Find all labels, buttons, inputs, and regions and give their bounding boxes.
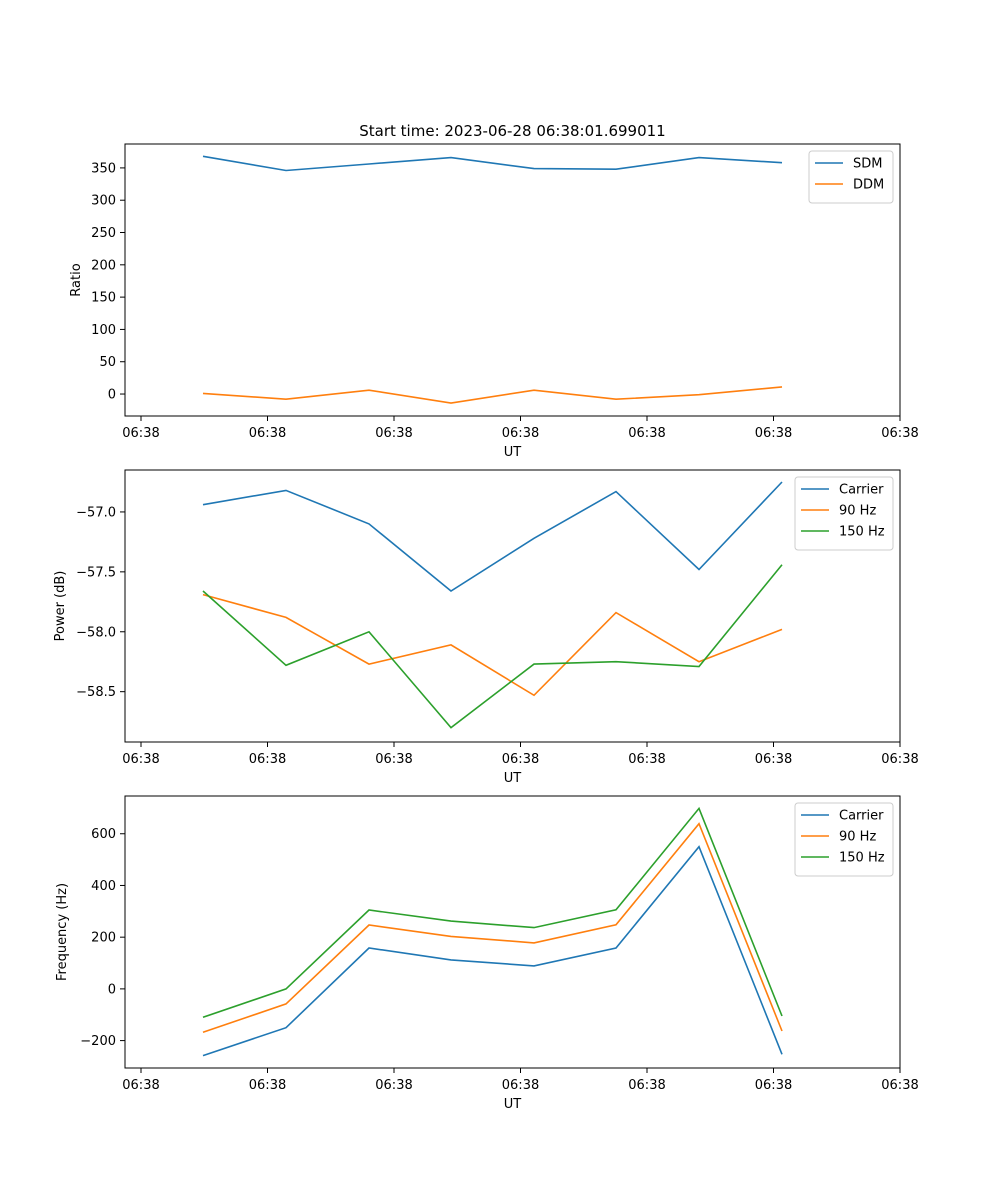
y-tick-label: −58.5 xyxy=(76,685,116,700)
series-lines xyxy=(202,806,783,1057)
y-tick-label: 0 xyxy=(108,982,116,997)
x-tick-label: 06:38 xyxy=(755,752,792,767)
series-line-150-hz xyxy=(202,564,783,729)
x-axis: 06:38 06:38 06:38 06:38 06:38 06:38 06:38 xyxy=(122,742,919,767)
panel-power: 06:38 06:38 06:38 06:38 06:38 06:38 06:38 −58.… xyxy=(53,469,919,786)
x-tick-label: 06:38 xyxy=(755,1078,792,1093)
y-axis-label: Power (dB) xyxy=(53,571,68,642)
y-tick-label: −57.0 xyxy=(76,505,116,520)
x-tick-label: 06:38 xyxy=(628,1078,665,1093)
x-axis-label: UT xyxy=(504,771,522,786)
y-axis: −200 0 200 400 600 xyxy=(80,827,125,1049)
series-line-carrier xyxy=(202,845,783,1057)
legend-box xyxy=(808,150,894,204)
x-tick-label: 06:38 xyxy=(881,752,918,767)
x-tick-label: 06:38 xyxy=(502,752,539,767)
x-tick-label: 06:38 xyxy=(249,1078,286,1093)
plot-frame xyxy=(124,469,901,743)
series-line-90-hz xyxy=(202,822,783,1034)
figure-title: Start time: 2023-06-28 06:38:01.699011 xyxy=(359,122,665,140)
legend: Carrier 90 Hz 150 Hz xyxy=(794,802,894,877)
x-axis: 06:38 06:38 06:38 06:38 06:38 06:38 06:38 xyxy=(122,416,919,441)
x-tick-label: 06:38 xyxy=(881,426,918,441)
series-line-150-hz xyxy=(202,806,783,1019)
panel-frequency: 06:38 06:38 06:38 06:38 06:38 06:38 06:38 −200… xyxy=(55,795,919,1112)
y-tick-label: −200 xyxy=(80,1034,116,1049)
x-tick-label: 06:38 xyxy=(755,426,792,441)
legend: SDM DDM xyxy=(808,150,894,204)
legend-label: Carrier xyxy=(839,809,884,824)
legend-label: 90 Hz xyxy=(839,830,876,845)
y-tick-label: 400 xyxy=(91,879,116,894)
series-line-sdm xyxy=(202,155,783,172)
plot-frame xyxy=(124,795,901,1069)
series-lines xyxy=(202,481,783,729)
series-line-carrier xyxy=(202,481,783,592)
y-tick-label: 250 xyxy=(91,226,116,241)
series-lines xyxy=(202,155,783,404)
series-line-ddm xyxy=(202,386,783,404)
y-axis: −58.5 −58.0 −57.5 −57.0 xyxy=(76,505,125,700)
panel-ratio: 06:38 06:38 06:38 06:38 06:38 06:38 06:38 0 50 1… xyxy=(69,143,919,460)
x-tick-label: 06:38 xyxy=(122,426,159,441)
legend-label: 150 Hz xyxy=(839,851,885,866)
x-tick-label: 06:38 xyxy=(375,1078,412,1093)
x-tick-label: 06:38 xyxy=(628,752,665,767)
x-tick-label: 06:38 xyxy=(628,426,665,441)
y-tick-label: −58.0 xyxy=(76,625,116,640)
legend: Carrier 90 Hz 150 Hz xyxy=(794,476,894,551)
y-axis: 0 50 100 150 200 250 300 350 xyxy=(91,161,125,403)
x-axis: 06:38 06:38 06:38 06:38 06:38 06:38 06:38 xyxy=(122,1068,919,1093)
y-axis-label: Frequency (Hz) xyxy=(55,883,70,981)
plot-frame xyxy=(124,143,901,417)
y-tick-label: 300 xyxy=(91,194,116,209)
x-axis-label: UT xyxy=(504,445,522,460)
x-tick-label: 06:38 xyxy=(122,752,159,767)
y-tick-label: 200 xyxy=(91,931,116,946)
y-tick-label: 600 xyxy=(91,827,116,842)
y-tick-label: −57.5 xyxy=(76,565,116,580)
y-tick-label: 350 xyxy=(91,161,116,176)
legend-label: 150 Hz xyxy=(839,525,885,540)
y-tick-label: 150 xyxy=(91,291,116,306)
legend-label: DDM xyxy=(853,178,884,193)
x-tick-label: 06:38 xyxy=(502,1078,539,1093)
legend-label: 90 Hz xyxy=(839,504,876,519)
y-axis-label: Ratio xyxy=(69,263,84,296)
x-tick-label: 06:38 xyxy=(375,752,412,767)
y-tick-label: 0 xyxy=(108,388,116,403)
x-tick-label: 06:38 xyxy=(122,1078,159,1093)
x-axis-label: UT xyxy=(504,1097,522,1112)
series-line-90-hz xyxy=(202,593,783,697)
x-tick-label: 06:38 xyxy=(375,426,412,441)
y-tick-label: 200 xyxy=(91,258,116,273)
y-tick-label: 100 xyxy=(91,323,116,338)
y-tick-label: 50 xyxy=(99,355,116,370)
x-tick-label: 06:38 xyxy=(881,1078,918,1093)
x-tick-label: 06:38 xyxy=(249,426,286,441)
x-tick-label: 06:38 xyxy=(249,752,286,767)
legend-label: SDM xyxy=(853,157,882,172)
x-tick-label: 06:38 xyxy=(502,426,539,441)
legend-label: Carrier xyxy=(839,483,884,498)
